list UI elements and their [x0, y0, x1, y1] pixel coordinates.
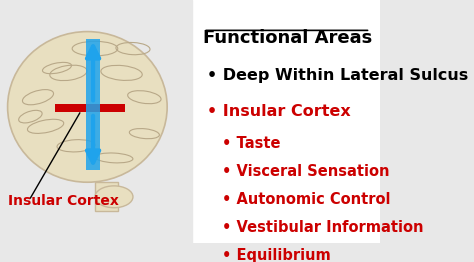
- Bar: [0, 0, 192, 243]
- Ellipse shape: [8, 32, 167, 182]
- Text: • Vestibular Information: • Vestibular Information: [222, 220, 424, 235]
- Bar: [192, 0, 380, 243]
- Text: Insular Cortex: Insular Cortex: [8, 194, 118, 208]
- Ellipse shape: [95, 186, 133, 208]
- Bar: [95, 182, 118, 211]
- Text: • Visceral Sensation: • Visceral Sensation: [222, 164, 390, 179]
- Text: Functional Areas: Functional Areas: [203, 29, 373, 47]
- Bar: [55, 104, 125, 112]
- Bar: [86, 39, 100, 170]
- Text: • Equilibrium: • Equilibrium: [222, 248, 331, 262]
- Text: • Insular Cortex: • Insular Cortex: [207, 105, 351, 119]
- Text: • Deep Within Lateral Sulcus: • Deep Within Lateral Sulcus: [207, 68, 468, 83]
- Text: • Autonomic Control: • Autonomic Control: [222, 192, 391, 207]
- Text: • Taste: • Taste: [222, 136, 281, 151]
